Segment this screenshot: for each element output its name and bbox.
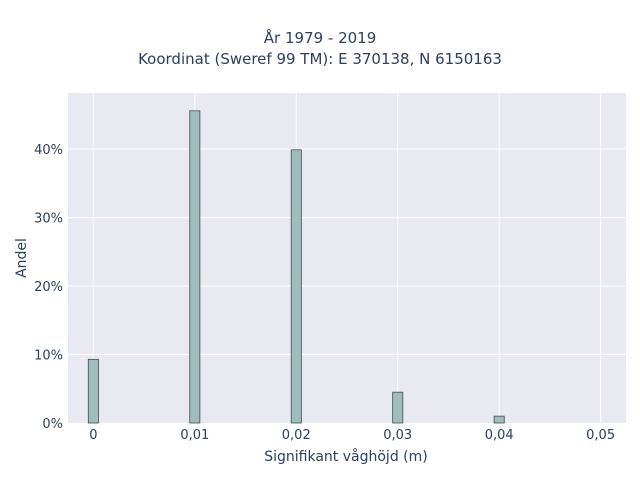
y-tick-label: 0% xyxy=(42,417,63,432)
bar xyxy=(290,149,302,424)
y-tick-label: 20% xyxy=(34,280,63,295)
bars xyxy=(87,110,505,424)
bar xyxy=(87,358,99,424)
chart-title-line-1: År 1979 - 2019 xyxy=(263,29,377,47)
tick-labels: 0 0,01 0,02 0,03 0,04 0,05 0% 10% 20% 30% 40% xyxy=(34,143,615,443)
bar xyxy=(493,415,505,424)
x-tick-label: 0,02 xyxy=(282,428,311,443)
plot-background xyxy=(68,93,626,423)
x-tick-label: 0,05 xyxy=(586,428,615,443)
x-axis-label: Signifikant våghöjd (m) xyxy=(264,448,427,465)
y-axis-label: Andel xyxy=(14,238,30,278)
x-tick-label: 0 xyxy=(89,428,97,443)
chart-title-line-2: Koordinat (Sweref 99 TM): E 370138, N 61… xyxy=(138,50,502,68)
x-tick-label: 0,03 xyxy=(383,428,412,443)
x-tick-label: 0,04 xyxy=(485,428,514,443)
y-tick-label: 10% xyxy=(34,349,63,364)
x-tick-label: 0,01 xyxy=(180,428,209,443)
y-tick-label: 30% xyxy=(34,212,63,227)
y-tick-label: 40% xyxy=(34,143,63,158)
bar xyxy=(392,391,404,424)
bar xyxy=(189,110,201,424)
